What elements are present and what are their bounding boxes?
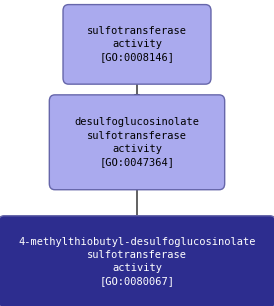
FancyBboxPatch shape: [0, 216, 274, 306]
Text: desulfoglucosinolate
sulfotransferase
activity
[GO:0047364]: desulfoglucosinolate sulfotransferase ac…: [75, 118, 199, 167]
FancyBboxPatch shape: [49, 95, 225, 190]
FancyBboxPatch shape: [63, 5, 211, 84]
Text: 4-methylthiobutyl-desulfoglucosinolate
sulfotransferase
activity
[GO:0080067]: 4-methylthiobutyl-desulfoglucosinolate s…: [18, 237, 256, 286]
Text: sulfotransferase
activity
[GO:0008146]: sulfotransferase activity [GO:0008146]: [87, 26, 187, 62]
